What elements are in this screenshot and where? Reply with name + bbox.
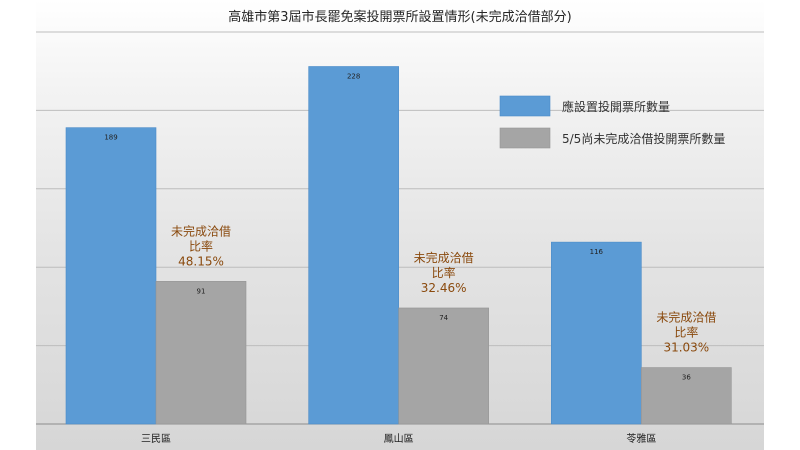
bar [65,127,157,425]
annotation-text: 比率 [189,238,213,253]
bar-value-label: 91 [197,287,206,295]
chart-area: 高雄市第3屆市長罷免案投開票所設置情形(未完成洽借部分) 189 91 228 74 1… [36,0,764,450]
annotation-text: 31.03% [663,341,709,355]
category-labels: 三民區 鳳山區 苓雅區 [141,432,656,445]
legend-swatch [499,95,551,117]
bar-value-label: 74 [439,314,448,322]
chart-title: 高雄市第3屆市長罷免案投開票所設置情形(未完成洽借部分) [228,9,571,25]
legend-label: 應設置投開票所數量 [562,99,670,114]
category-tick-label: 苓雅區 [626,432,656,445]
bar-value-label: 228 [347,72,360,80]
annotation-text: 未完成洽借 [656,310,716,325]
category-tick-label: 鳳山區 [384,433,414,445]
category-tick-label: 三民區 [141,433,171,445]
bar-value-label: 116 [590,248,604,256]
annotation-text: 48.15% [178,254,224,268]
annotation-text: 比率 [432,265,456,280]
annotation-text: 未完成洽借 [171,223,231,238]
legend: 應設置投開票所數量 5/5尚未完成洽借投開票所數量 [499,95,725,149]
bar [398,307,489,425]
legend-swatch [499,127,551,149]
bars [65,66,732,425]
annotation-text: 32.46% [421,281,467,295]
bar-value-label: 36 [682,374,691,382]
legend-label: 5/5尚未完成洽借投開票所數量 [562,131,725,146]
bar [641,367,732,425]
annotation-text: 未完成洽借 [414,250,474,265]
bar-value-label: 189 [104,134,117,142]
bar [308,66,399,425]
annotation-text: 比率 [674,325,698,340]
bar [155,281,247,425]
bar [551,241,642,425]
bar-chart: 高雄市第3屆市長罷免案投開票所設置情形(未完成洽借部分) 18991228741… [36,9,764,445]
data-labels: 189 91 228 74 116 36 [104,72,691,381]
